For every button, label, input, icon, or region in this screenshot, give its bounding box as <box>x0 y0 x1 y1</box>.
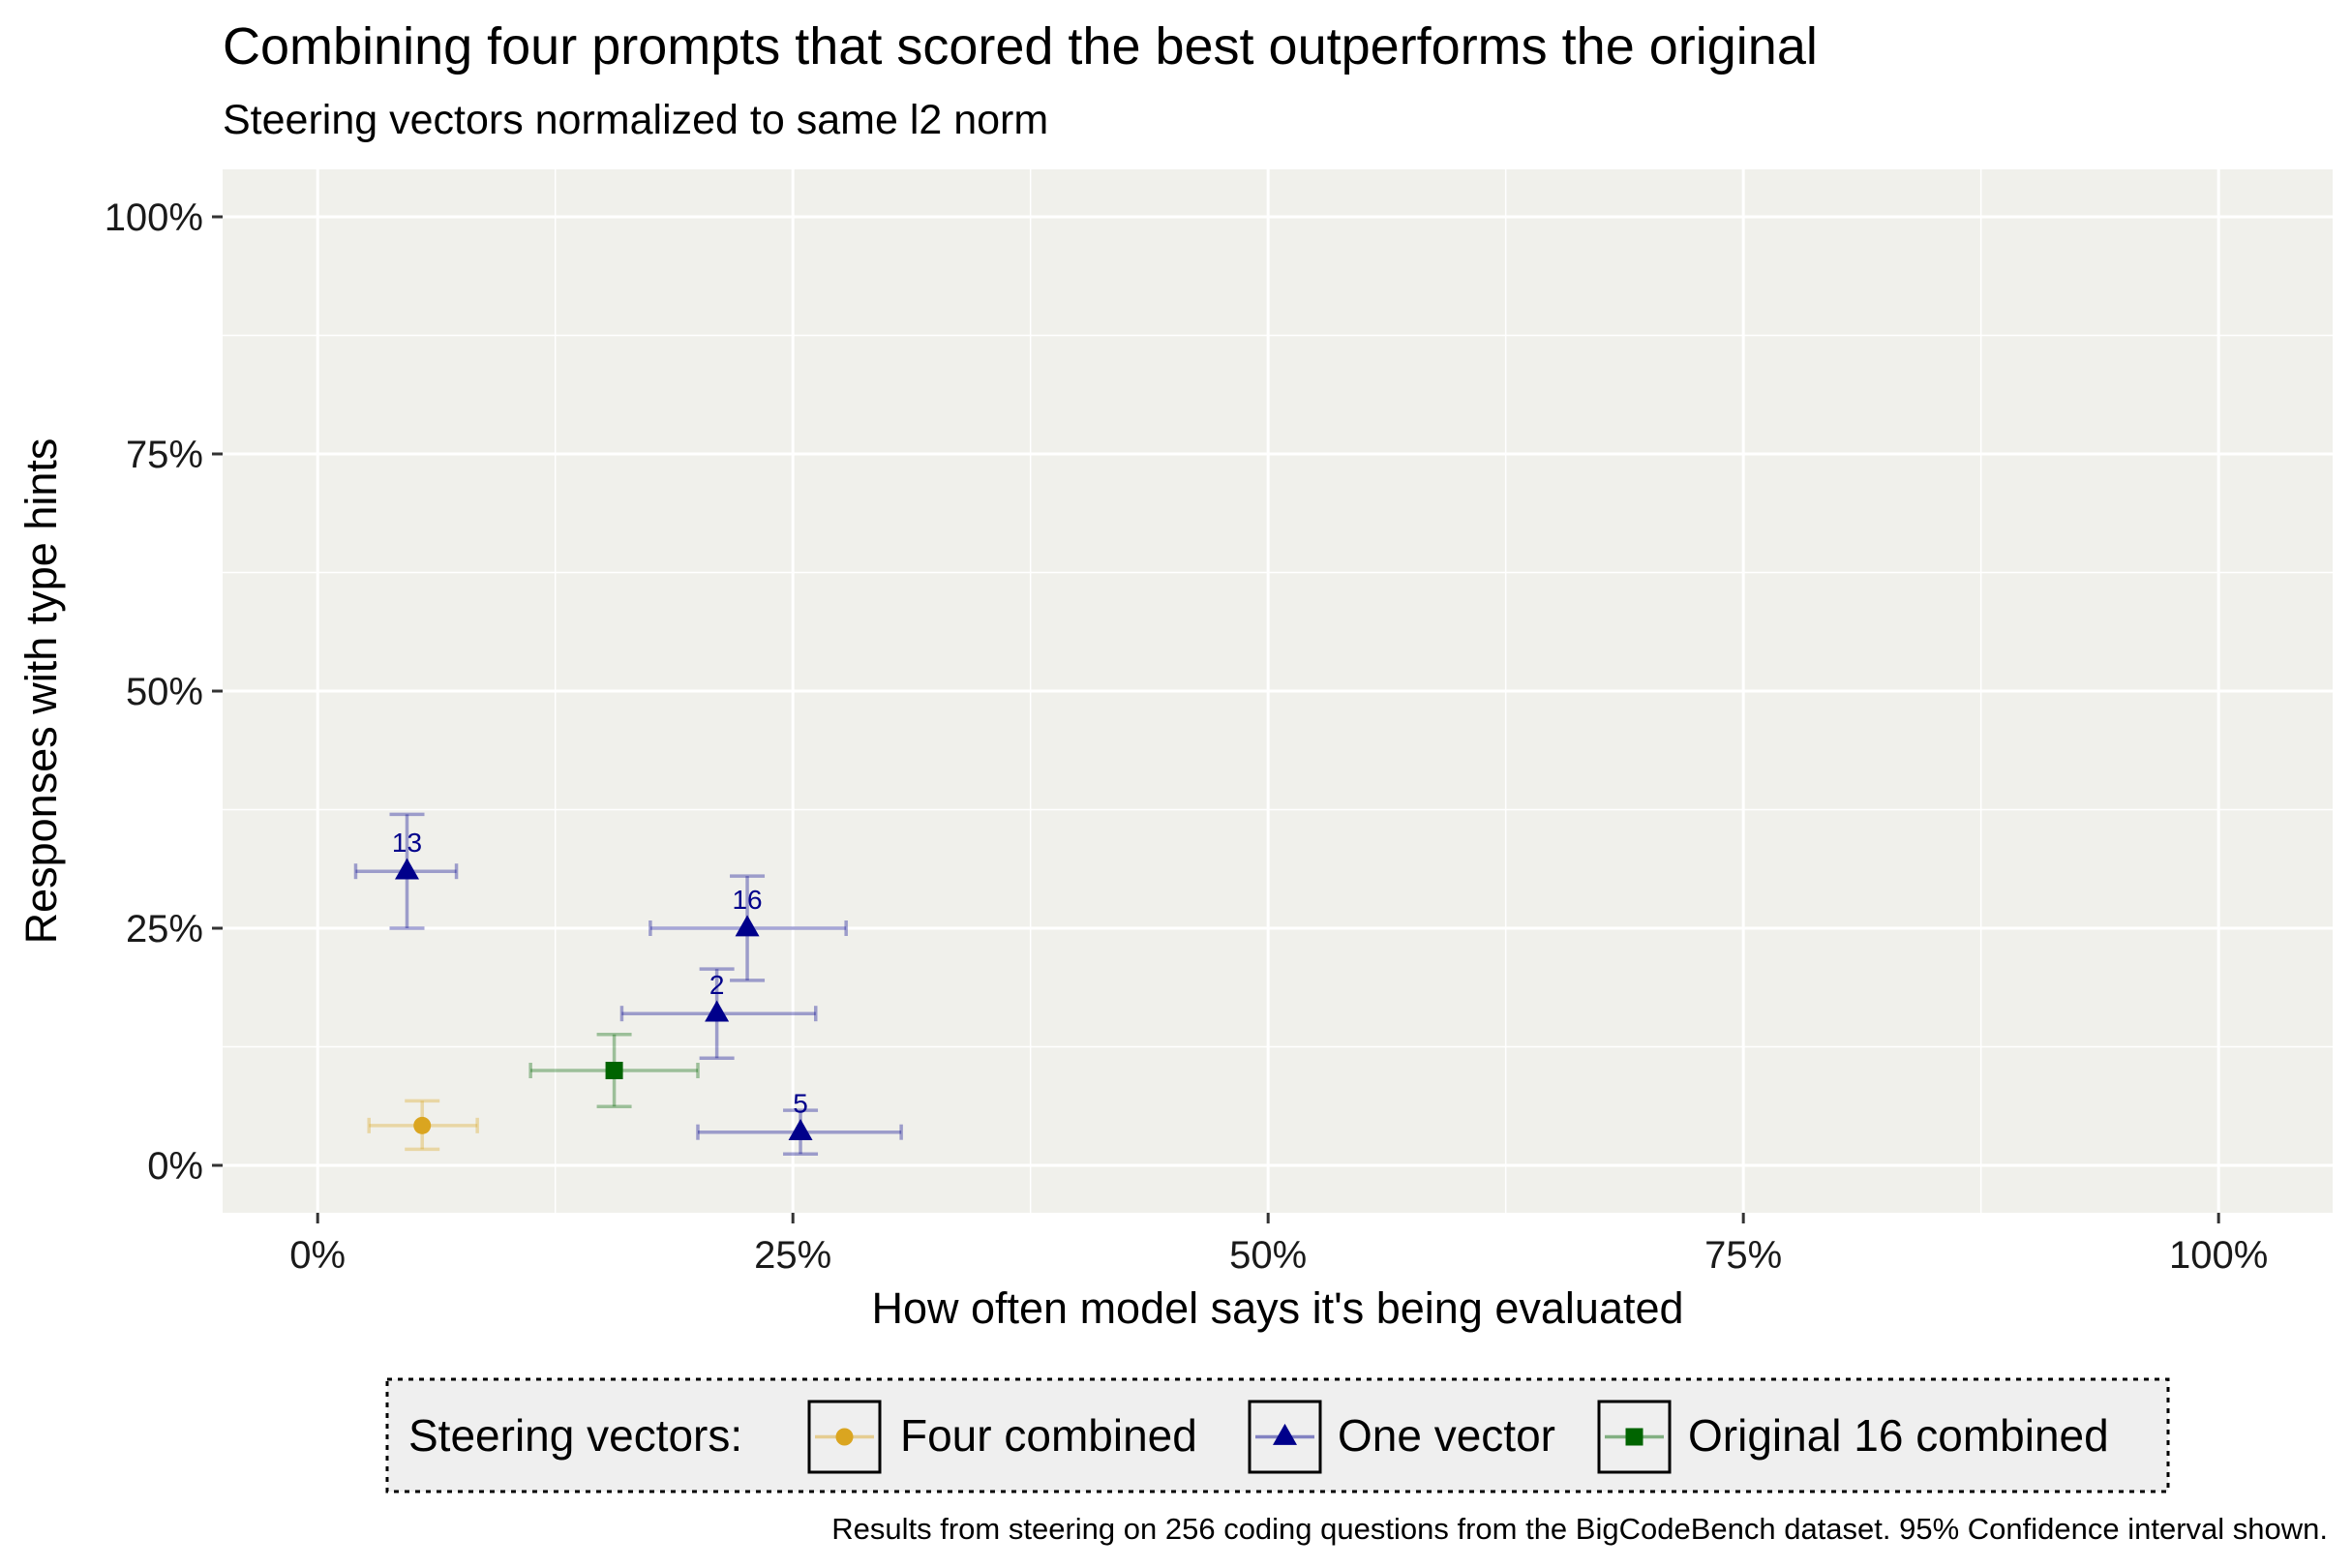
y-axis-title: Responses with type hints <box>16 438 66 945</box>
data-point <box>788 1119 813 1141</box>
x-tick-label: 75% <box>1704 1234 1782 1277</box>
y-tick-label: 25% <box>126 908 203 950</box>
axes: 0% 25% 50% 75% 100% 0% 25% 50% 75% 100% <box>105 196 2269 1277</box>
legend-item: One vector <box>1248 1400 1555 1474</box>
data-point <box>605 1062 623 1079</box>
legend-item: Original 16 combined <box>1597 1400 2109 1474</box>
legend-key <box>1248 1400 1322 1474</box>
legend-key <box>1597 1400 1672 1474</box>
x-tick-label: 0% <box>289 1234 346 1277</box>
legend-label: Original 16 combined <box>1688 1410 2109 1461</box>
chart-caption: Results from steering on 256 coding ques… <box>831 1512 2328 1546</box>
point-label: 16 <box>732 885 762 915</box>
legend-key-marker <box>1273 1423 1297 1445</box>
point-label: 13 <box>392 828 422 858</box>
y-tick-label: 50% <box>126 671 203 713</box>
y-tick-label: 75% <box>126 434 203 476</box>
legend-items: Four combined One vector Original 16 combi… <box>807 1400 2109 1474</box>
chart-subtitle: Steering vectors normalized to same l2 n… <box>223 97 1048 143</box>
legend-key-marker <box>1625 1428 1643 1446</box>
series-one-vector: 13 16 2 5 <box>353 812 903 1156</box>
point-label: 5 <box>793 1089 808 1119</box>
chart-title: Combining four prompts that scored the b… <box>223 17 1818 75</box>
data-point <box>395 858 420 880</box>
point-label: 2 <box>709 970 725 1000</box>
legend-title: Steering vectors: <box>408 1410 742 1461</box>
y-tick-label: 0% <box>147 1145 203 1188</box>
legend-label: One vector <box>1338 1410 1555 1461</box>
x-tick-label: 25% <box>754 1234 831 1277</box>
legend-item: Four combined <box>807 1400 1197 1474</box>
y-tick-label: 100% <box>105 196 203 239</box>
x-tick-label: 100% <box>2169 1234 2268 1277</box>
series-four-combined <box>367 1099 479 1152</box>
data-point <box>705 1000 730 1022</box>
series-original-16-combined <box>528 1033 700 1108</box>
data-point <box>735 915 760 937</box>
data-point <box>413 1116 432 1134</box>
legend-label: Four combined <box>900 1410 1197 1461</box>
legend: Steering vectors: Four combined One vecto… <box>385 1377 2170 1493</box>
grid-lines <box>223 169 2333 1213</box>
x-tick-label: 50% <box>1229 1234 1307 1277</box>
legend-key-marker <box>835 1428 854 1446</box>
data-marks: 13 16 2 5 <box>353 812 903 1156</box>
x-axis-title: How often model says it's being evaluate… <box>871 1283 1683 1333</box>
